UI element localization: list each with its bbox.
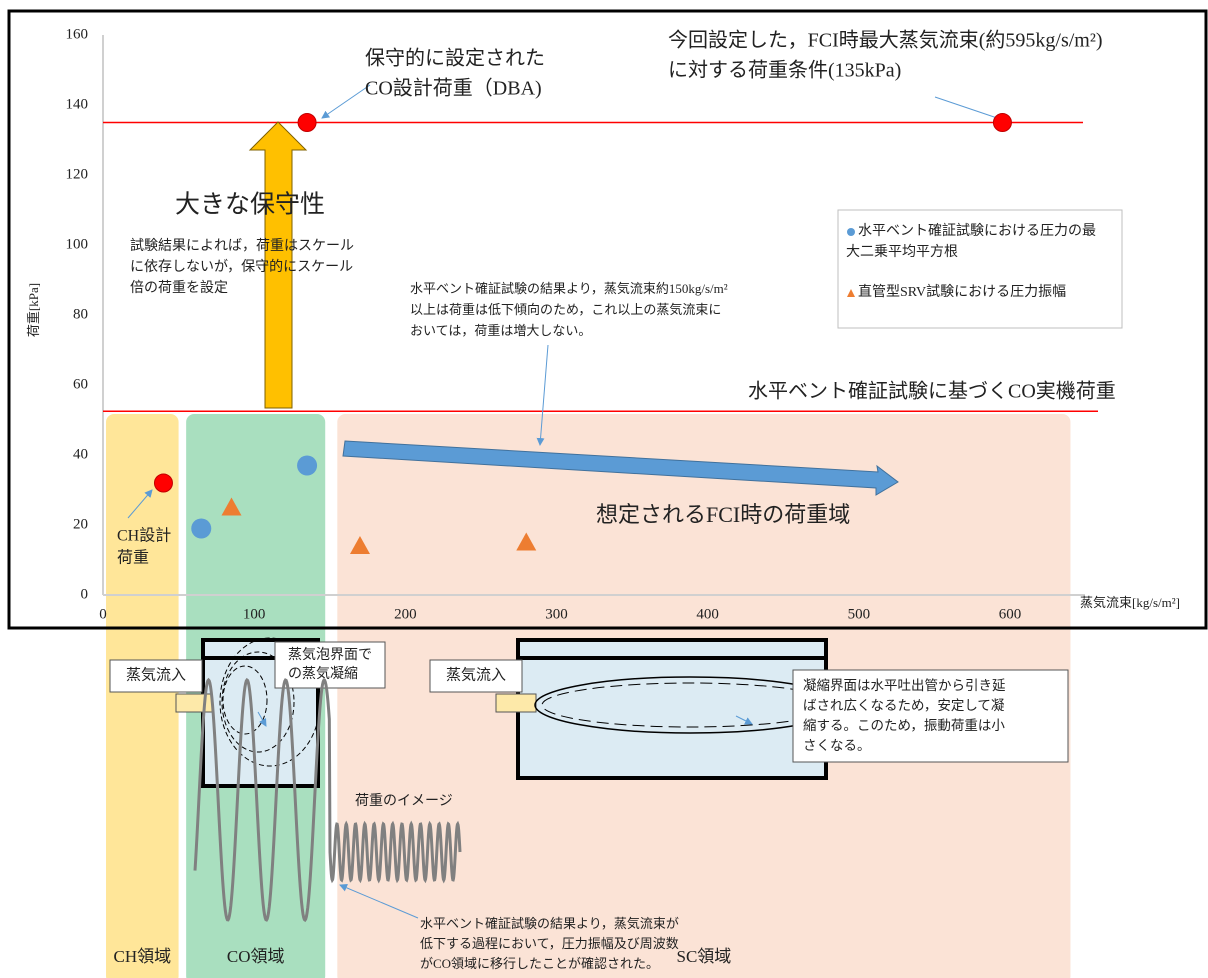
- legend-label: 直管型SRV試験における圧力振幅: [858, 283, 1066, 300]
- x-tick-label: 0: [99, 606, 107, 622]
- note: 低下する過程において，圧力振幅及び周波数: [420, 936, 679, 951]
- y-tick-label: 20: [73, 516, 88, 532]
- x-tick-label: 600: [999, 606, 1022, 622]
- chart-frame: [7, 9, 1208, 630]
- legend-label: 水平ベント確証試験における圧力の最大二乗平均平方根: [846, 223, 1096, 260]
- annotation: 荷重: [117, 549, 149, 567]
- inflow-label: 蒸気流入: [446, 666, 506, 683]
- y-tick-label: 40: [73, 446, 88, 462]
- data-point: [191, 518, 212, 539]
- x-axis-label: 蒸気流束[kg/s/m²]: [1080, 595, 1180, 610]
- tank: [516, 638, 828, 780]
- note: 荷重のイメージ: [355, 793, 453, 809]
- y-tick-label: 100: [66, 236, 89, 252]
- inflow-label: 蒸気流入: [126, 666, 186, 683]
- note: の蒸気凝縮: [288, 666, 358, 682]
- x-tick-label: 500: [848, 606, 871, 622]
- legend-marker: [847, 228, 855, 236]
- pointer-arrow: [735, 715, 753, 725]
- annotation: 保守的に設定された: [365, 47, 545, 70]
- y-axis-label: 荷重[kPa]: [26, 283, 41, 337]
- annotation: 水平ベント確証試験に基づくCO実機荷重: [748, 380, 1116, 403]
- annotation: に依存しないが，保守的にスケール: [130, 259, 353, 275]
- x-tick-label: 100: [243, 606, 266, 622]
- design-point: [153, 473, 173, 493]
- region-label: CO領域: [227, 947, 285, 966]
- annotation: 想定されるFCI時の荷重域: [596, 502, 850, 527]
- annotation: に対する荷重条件(135kPa): [668, 59, 901, 82]
- note: ばされ広くなるため，安定して凝: [803, 698, 1005, 713]
- pointer-arrow: [257, 711, 267, 727]
- region-band: [106, 414, 179, 978]
- pointer-arrow: [934, 96, 1004, 122]
- note: 水平ベント確証試験の結果より，蒸気流束が: [420, 916, 679, 931]
- y-tick-label: 140: [66, 96, 89, 112]
- region-label: CH領域: [113, 947, 171, 966]
- pointer-arrow: [321, 84, 371, 119]
- y-tick-label: 0: [81, 586, 89, 602]
- trend-arrow: [342, 440, 899, 496]
- data-point: [516, 532, 537, 551]
- annotation: 水平ベント確証試験の結果より，蒸気流束約150kg/s/m²: [410, 281, 728, 296]
- legend-box: [837, 209, 1123, 329]
- label-box: [274, 641, 386, 689]
- load-waveform: [193, 677, 462, 923]
- pointer-arrow: [127, 489, 153, 519]
- note: 凝縮界面は水平吐出管から引き延: [803, 678, 1006, 693]
- annotation: 試験結果によれば，荷重はスケール: [130, 238, 354, 254]
- label-box: [109, 659, 203, 693]
- design-point: [297, 113, 317, 132]
- label-box: [792, 669, 1069, 763]
- pointer-arrow: [536, 344, 549, 446]
- bubble: [221, 651, 295, 753]
- data-point: [349, 536, 370, 554]
- annotation: 倍の荷重を設定: [130, 280, 228, 296]
- y-tick-label: 120: [66, 166, 89, 182]
- pointer-arrow: [339, 884, 419, 919]
- annotation: 以上は荷重は低下傾向のため，これ以上の蒸気流束に: [410, 302, 721, 317]
- data-point: [297, 455, 318, 476]
- note: 蒸気泡界面で: [288, 647, 372, 663]
- annotation: CO設計荷重（DBA): [365, 77, 542, 100]
- x-tick-label: 200: [394, 606, 417, 622]
- pipe: [495, 693, 537, 713]
- x-tick-label: 300: [545, 606, 568, 622]
- conservatism-arrow: [248, 121, 308, 409]
- data-point: [221, 497, 242, 516]
- legend-marker: [847, 289, 855, 297]
- note: 縮する。このため，振動荷重は小: [803, 718, 1005, 733]
- annotation: 大きな保守性: [175, 191, 325, 219]
- design-point: [992, 113, 1012, 132]
- annotation: CH設計: [117, 527, 171, 545]
- y-tick-label: 60: [73, 376, 88, 392]
- bubble: [222, 665, 268, 735]
- annotation: 今回設定した，FCI時最大蒸気流束(約595kg/s/m²): [668, 29, 1103, 52]
- label-box: [429, 659, 523, 693]
- annotation: おいては，荷重は増大しない。: [410, 323, 591, 338]
- y-tick-label: 80: [73, 306, 88, 322]
- x-tick-label: 400: [696, 606, 719, 622]
- region-label: SC領域: [676, 947, 731, 966]
- y-tick-label: 160: [66, 26, 89, 42]
- note: さくなる。: [803, 738, 871, 753]
- note: がCO領域に移行したことが確認された。: [420, 956, 659, 971]
